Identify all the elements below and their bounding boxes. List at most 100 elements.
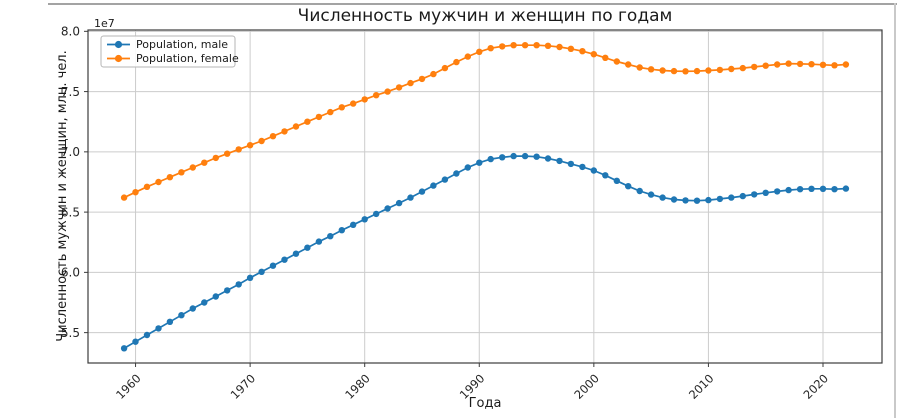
data-point <box>132 189 139 196</box>
data-point <box>499 43 506 50</box>
series-line <box>123 155 846 350</box>
data-point <box>510 152 517 160</box>
x-tick-label-1980: 1980 <box>342 371 373 402</box>
data-point <box>544 155 552 162</box>
data-point <box>762 62 769 69</box>
data-point <box>384 205 391 212</box>
x-axis-label: Года <box>469 396 502 411</box>
data-point <box>476 48 483 55</box>
data-point <box>682 68 689 75</box>
data-point <box>796 186 804 193</box>
data-point <box>224 150 231 157</box>
data-point <box>246 142 254 149</box>
data-point <box>373 92 380 99</box>
data-point <box>224 287 231 294</box>
legend-female-marker-icon <box>114 54 123 63</box>
data-point <box>395 199 403 207</box>
legend-box <box>100 35 236 68</box>
data-point <box>567 45 575 52</box>
data-point <box>212 154 219 162</box>
data-point <box>315 238 323 245</box>
data-point <box>579 48 586 55</box>
data-point <box>647 191 655 198</box>
data-point <box>521 152 529 160</box>
data-point <box>693 197 701 204</box>
data-point <box>670 67 678 75</box>
data-point <box>166 318 174 325</box>
data-point <box>751 63 758 71</box>
data-point <box>269 133 277 140</box>
data-point <box>166 174 174 181</box>
data-point <box>418 75 426 83</box>
data-point <box>338 227 345 234</box>
data-point <box>476 159 483 166</box>
data-point <box>831 186 838 193</box>
data-point <box>189 164 196 171</box>
data-point <box>338 104 345 111</box>
data-point <box>315 113 323 121</box>
legend-item-female: Population, female <box>107 52 239 65</box>
chart-title: Численность мужчин и женщин по годам <box>298 6 673 26</box>
data-point <box>647 66 655 73</box>
data-point <box>201 299 208 306</box>
data-point <box>464 164 471 171</box>
data-point <box>155 325 162 332</box>
data-point <box>395 84 403 91</box>
legend-female-label: Population, female <box>136 52 239 65</box>
data-point <box>143 331 151 339</box>
y-tick-label-5.5: 5.5 <box>61 326 80 340</box>
data-point <box>693 67 701 75</box>
data-point <box>739 192 746 200</box>
legend-male-label: Population, male <box>136 38 228 51</box>
data-point <box>831 62 838 69</box>
data-point <box>842 61 850 68</box>
series-male <box>120 152 850 352</box>
data-point <box>292 250 300 257</box>
data-point <box>705 196 712 204</box>
data-point <box>808 60 815 68</box>
data-point <box>453 170 460 177</box>
data-point <box>774 188 781 195</box>
data-point <box>819 61 827 68</box>
y-tick-label-7.5: 7.5 <box>61 85 80 99</box>
data-point <box>510 42 517 49</box>
data-point <box>292 123 300 130</box>
data-point <box>728 65 735 73</box>
y-tick-label-8.0: 8.0 <box>61 25 80 39</box>
x-tick-label-1960: 1960 <box>113 371 144 402</box>
data-point <box>281 256 288 263</box>
data-point <box>350 221 357 228</box>
data-point <box>659 194 666 201</box>
y-tick-label-6.0: 6.0 <box>61 266 80 280</box>
legend-male-marker-icon <box>114 40 123 49</box>
data-point <box>590 51 597 58</box>
data-point <box>682 197 689 204</box>
data-point <box>464 53 471 60</box>
plot-border <box>87 29 883 364</box>
data-point <box>842 185 850 192</box>
data-point <box>120 194 128 201</box>
legend: Population, male Population, female <box>100 35 239 68</box>
data-point <box>774 61 781 68</box>
data-point <box>521 42 529 49</box>
data-point <box>808 185 815 192</box>
data-point <box>716 195 724 203</box>
series-line <box>123 44 846 199</box>
data-point <box>705 67 712 74</box>
data-point <box>304 244 311 251</box>
data-point <box>430 182 437 189</box>
y-axis-offset-label: 1e7 <box>94 17 115 30</box>
data-point <box>178 312 185 319</box>
legend-item-male: Population, male <box>107 38 228 51</box>
data-point <box>235 146 242 153</box>
x-tick-label-2020: 2020 <box>801 371 832 402</box>
data-point <box>418 188 426 195</box>
data-point <box>785 60 792 67</box>
data-point <box>373 210 380 218</box>
y-tick-label-6.5: 6.5 <box>61 205 80 219</box>
data-point <box>155 178 162 186</box>
data-point <box>487 155 494 163</box>
y-tick-label-7.0: 7.0 <box>61 145 80 159</box>
